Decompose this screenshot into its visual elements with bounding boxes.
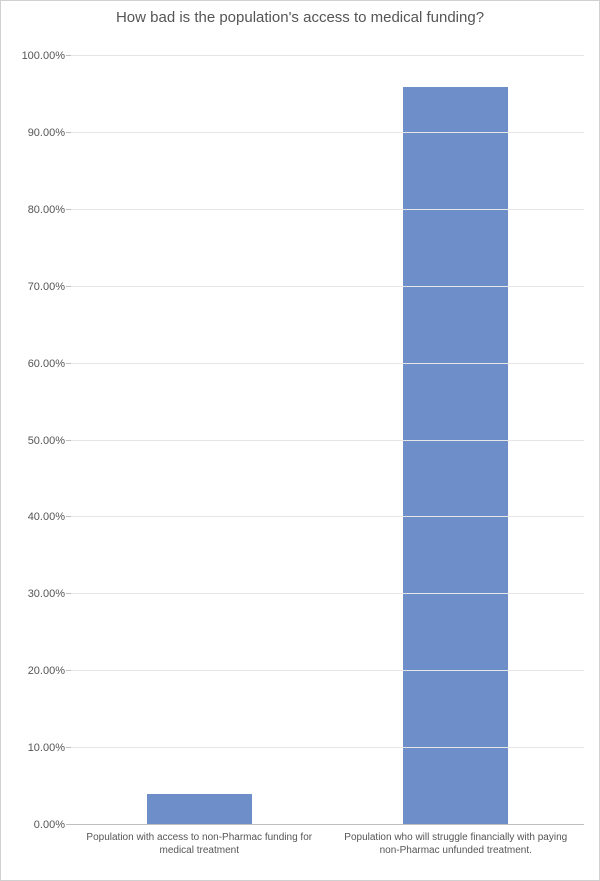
y-tick-mark <box>66 747 71 748</box>
gridline <box>71 670 584 671</box>
y-tick-mark <box>66 363 71 364</box>
y-tick-label: 70.00% <box>13 281 65 293</box>
y-tick-label: 0.00% <box>13 819 65 831</box>
y-tick-label: 80.00% <box>13 204 65 216</box>
y-tick-mark <box>66 209 71 210</box>
bars-row: Population with access to non-Pharmac fu… <box>71 56 584 825</box>
bar-slot: Population with access to non-Pharmac fu… <box>71 56 328 825</box>
gridline <box>71 363 584 364</box>
y-tick-label: 60.00% <box>13 358 65 370</box>
gridline <box>71 593 584 594</box>
y-tick-label: 100.00% <box>13 50 65 62</box>
y-tick-label: 40.00% <box>13 511 65 523</box>
gridline <box>71 516 584 517</box>
chart-container: How bad is the population's access to me… <box>0 0 600 881</box>
gridline <box>71 747 584 748</box>
gridline <box>71 209 584 210</box>
gridline <box>71 55 584 56</box>
y-tick-label: 20.00% <box>13 665 65 677</box>
gridline <box>71 440 584 441</box>
y-tick-mark <box>66 440 71 441</box>
y-tick-label: 50.00% <box>13 435 65 447</box>
gridline <box>71 824 584 825</box>
gridline <box>71 132 584 133</box>
bar <box>147 794 252 825</box>
y-tick-mark <box>66 55 71 56</box>
x-axis-label: Population with access to non-Pharmac fu… <box>71 825 328 857</box>
y-tick-mark <box>66 132 71 133</box>
y-tick-mark <box>66 516 71 517</box>
bar <box>403 87 508 825</box>
y-tick-mark <box>66 286 71 287</box>
x-axis-label: Population who will struggle financially… <box>328 825 585 857</box>
y-tick-label: 30.00% <box>13 588 65 600</box>
plot-area: Population with access to non-Pharmac fu… <box>71 56 584 825</box>
gridline <box>71 286 584 287</box>
chart-title: How bad is the population's access to me… <box>1 9 599 26</box>
y-tick-mark <box>66 593 71 594</box>
y-tick-mark <box>66 824 71 825</box>
y-tick-mark <box>66 670 71 671</box>
y-tick-label: 90.00% <box>13 127 65 139</box>
y-tick-label: 10.00% <box>13 742 65 754</box>
bar-slot: Population who will struggle financially… <box>328 56 585 825</box>
